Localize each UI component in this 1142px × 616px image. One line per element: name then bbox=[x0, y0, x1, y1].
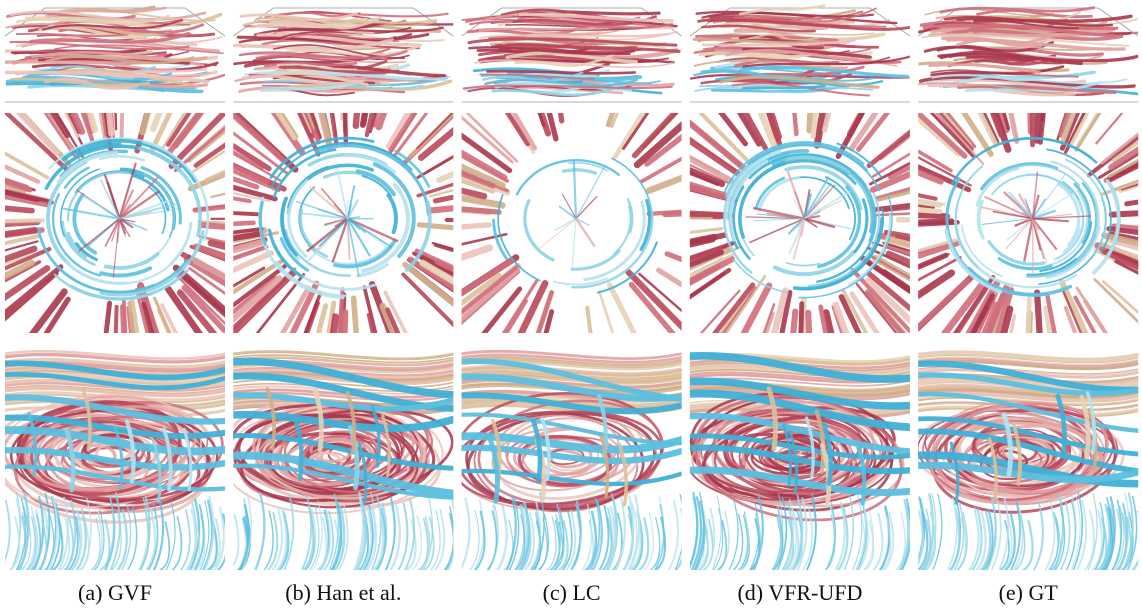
panel-image bbox=[0, 348, 231, 570]
panel-image bbox=[690, 2, 910, 103]
page: (a) GVF (b) Han et al. (c) LC (d) VFR-UFD (e… bbox=[0, 0, 1142, 616]
panel-image bbox=[462, 2, 682, 103]
captions: (a) GVF (b) Han et al. (c) LC (d) VFR-UFD (e… bbox=[78, 580, 1058, 605]
panel-image bbox=[5, 2, 225, 103]
panel-image bbox=[233, 2, 453, 103]
panel-image bbox=[449, 348, 686, 570]
streamline bbox=[0, 220, 43, 222]
panel-image bbox=[912, 348, 1142, 570]
caption: (a) GVF bbox=[78, 580, 152, 605]
panel-image bbox=[220, 348, 458, 570]
panel-image bbox=[918, 2, 1138, 103]
caption: (d) VFR-UFD bbox=[737, 580, 862, 605]
caption: (e) GT bbox=[999, 580, 1059, 605]
figure: (a) GVF (b) Han et al. (c) LC (d) VFR-UFD (e… bbox=[0, 0, 1142, 616]
caption: (c) LC bbox=[543, 580, 601, 605]
caption: (b) Han et al. bbox=[285, 580, 401, 605]
panels bbox=[0, 2, 1142, 570]
panel-image bbox=[684, 348, 915, 570]
